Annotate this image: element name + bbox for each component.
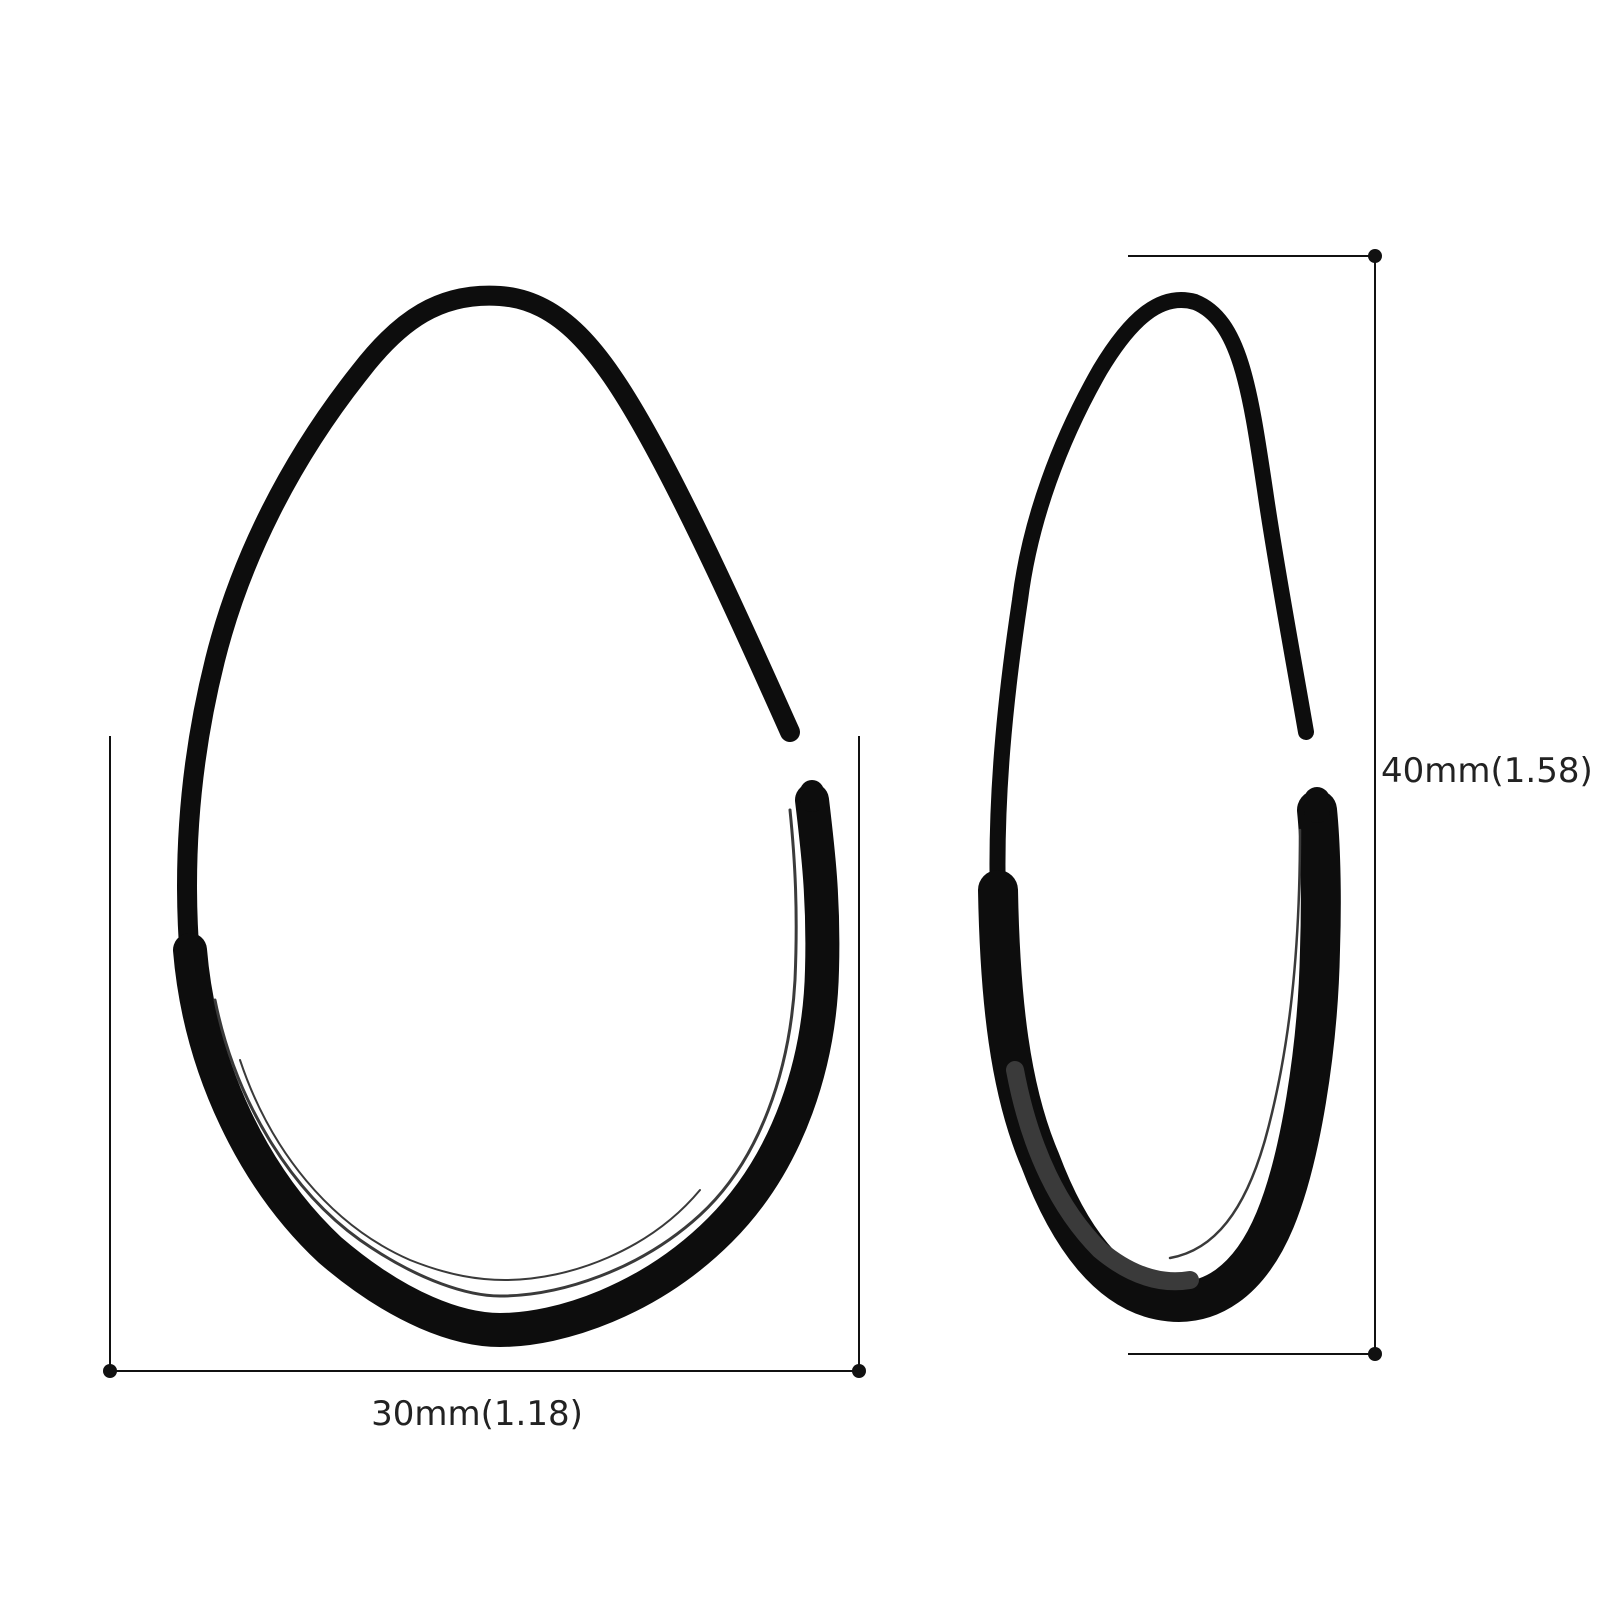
width-dimension: 30mm(1.18) [103, 736, 866, 1434]
side-band-outer [978, 790, 1341, 1322]
front-band-groove-2 [239, 1059, 701, 1281]
height-label: 40mm(1.58) [1381, 751, 1593, 791]
side-band-groove [1168, 828, 1302, 1260]
side-wire-upper [989, 292, 1314, 908]
front-wire-upper [177, 285, 800, 970]
width-label: 30mm(1.18) [371, 1394, 583, 1434]
side-band-highlight [1006, 1061, 1199, 1291]
width-endpoint-left [103, 1364, 117, 1378]
front-band-groove [213, 808, 798, 1298]
height-dimension: 40mm(1.58) [1128, 249, 1593, 1361]
width-endpoint-right [852, 1364, 866, 1378]
height-endpoint-top [1368, 249, 1382, 263]
earring-side-view [978, 292, 1341, 1322]
earring-front-view [173, 285, 840, 1347]
front-band-outer [173, 783, 840, 1347]
height-endpoint-bottom [1368, 1347, 1382, 1361]
